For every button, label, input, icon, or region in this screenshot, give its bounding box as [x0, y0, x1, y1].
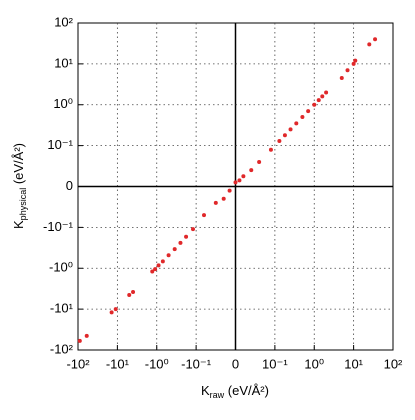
y-tick-label: -10⁻¹ — [43, 219, 74, 234]
y-axis-label: Kphysical (eV/Å²) — [11, 143, 28, 229]
point — [191, 227, 196, 232]
point — [150, 269, 155, 274]
point — [320, 94, 325, 99]
point — [202, 213, 206, 218]
point — [160, 259, 165, 264]
point — [178, 240, 183, 245]
y-tick-label: 10² — [54, 14, 73, 29]
point — [166, 253, 171, 258]
x-tick-label: 10⁻¹ — [262, 356, 288, 371]
point — [113, 307, 118, 312]
point — [156, 263, 161, 268]
y-tick-label: 10¹ — [54, 55, 73, 70]
point — [109, 310, 114, 315]
y-tick-label: -10⁰ — [49, 260, 73, 275]
point — [268, 147, 273, 152]
x-tick-label: -10² — [66, 356, 90, 371]
point — [249, 168, 254, 173]
point — [306, 109, 311, 114]
point — [241, 174, 246, 179]
point — [282, 133, 287, 138]
point — [288, 127, 293, 132]
y-tick-label: 10⁰ — [53, 96, 73, 111]
y-tick-label: 10⁻¹ — [47, 137, 73, 152]
point — [184, 234, 189, 239]
point — [213, 200, 218, 205]
point — [84, 333, 89, 338]
x-tick-label: 0 — [232, 356, 239, 371]
point — [233, 180, 238, 185]
x-tick-label: 10¹ — [344, 356, 363, 371]
point — [351, 61, 356, 66]
y-tick-label: -10¹ — [50, 301, 74, 316]
point — [153, 267, 158, 272]
point — [345, 68, 350, 73]
point — [312, 102, 317, 107]
point — [294, 121, 299, 126]
x-tick-label: 10² — [384, 356, 403, 371]
x-tick-label: -10⁻¹ — [181, 356, 212, 371]
point — [373, 37, 378, 42]
point — [227, 188, 232, 193]
point — [339, 76, 344, 81]
x-tick-label: -10¹ — [106, 356, 130, 371]
point — [367, 42, 372, 47]
point — [77, 338, 82, 343]
point — [277, 138, 282, 143]
point — [353, 58, 358, 63]
y-tick-label: 0 — [66, 178, 73, 193]
point — [237, 178, 242, 183]
x-tick-label: -10⁰ — [145, 356, 169, 371]
point — [221, 196, 226, 201]
point — [300, 115, 305, 120]
point — [127, 292, 132, 297]
x-tick-label: 10⁰ — [304, 356, 324, 371]
point — [257, 159, 262, 164]
point — [131, 289, 136, 294]
point — [324, 90, 329, 95]
x-axis-label: Kraw (eV/Å²) — [201, 383, 269, 400]
point — [316, 98, 321, 103]
point — [172, 247, 177, 252]
y-tick-label: -10² — [50, 341, 74, 356]
